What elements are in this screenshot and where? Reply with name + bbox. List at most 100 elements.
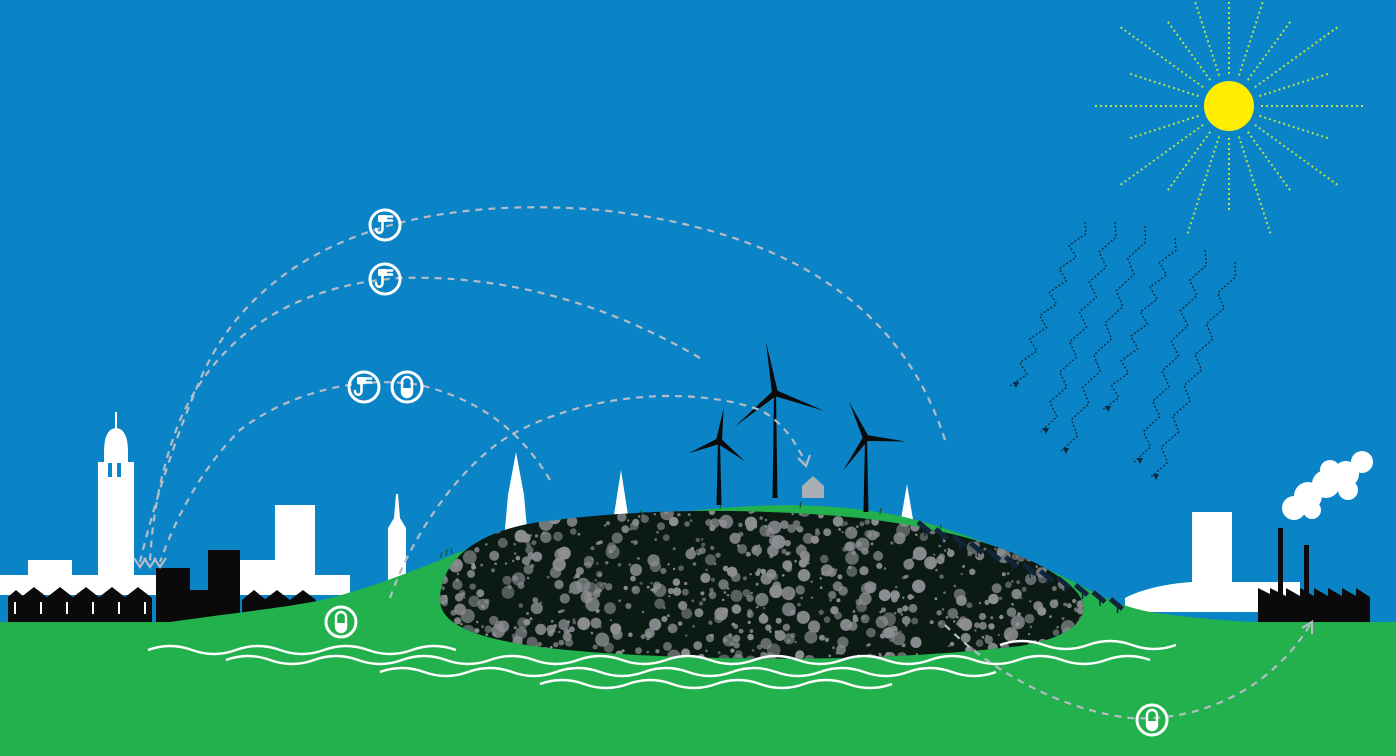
waste-stone — [566, 516, 578, 527]
waste-stone — [526, 576, 530, 580]
waste-stone — [894, 585, 898, 589]
heat-wave-arrow — [1153, 474, 1159, 480]
waste-stone — [577, 617, 591, 631]
waste-stone — [684, 581, 688, 586]
waste-stone — [749, 573, 752, 576]
waste-stone — [559, 609, 564, 613]
waste-stone — [769, 630, 772, 633]
waste-stone — [612, 629, 623, 640]
waste-stone — [749, 629, 754, 633]
tower — [98, 412, 134, 585]
waste-stone — [893, 532, 906, 545]
waste-stone — [915, 533, 918, 537]
waste-stone — [1011, 588, 1022, 600]
waste-stone — [764, 525, 768, 528]
waste-stone — [702, 597, 706, 602]
solar-panel — [933, 527, 950, 541]
sun-ray — [1128, 114, 1199, 140]
waste-stone — [517, 582, 525, 589]
waste-stone — [454, 603, 466, 616]
waste-stone — [772, 581, 781, 590]
turbine-blade — [765, 341, 778, 394]
waste-stone — [953, 584, 957, 588]
waste-stone — [901, 643, 906, 648]
waste-stone — [761, 612, 765, 616]
waste-stone — [698, 547, 706, 555]
waste-stone — [575, 577, 591, 593]
waste-stone — [1021, 586, 1027, 592]
turbine-blade — [773, 390, 824, 411]
waste-stone — [494, 562, 497, 565]
waste-stone — [846, 541, 856, 551]
waste-stone — [668, 516, 679, 527]
waste-stone — [803, 655, 815, 659]
waste-stone — [828, 654, 832, 658]
sun-ray — [1237, 136, 1272, 235]
waste-stone — [617, 562, 622, 567]
waste-stone — [757, 568, 761, 573]
waste-stone — [910, 636, 922, 649]
turbine-hub — [862, 434, 870, 442]
waste-stone — [819, 577, 822, 580]
waste-stone — [575, 567, 584, 575]
smoke-cloud — [1282, 451, 1373, 520]
waste-stone — [781, 548, 787, 554]
waste-stone — [627, 519, 630, 522]
waste-stone — [796, 610, 810, 624]
waste-stone — [1001, 572, 1006, 577]
waste-stone — [469, 583, 476, 590]
waste-stone — [710, 545, 715, 551]
waste-stone — [567, 620, 570, 624]
waste-stone — [890, 541, 894, 545]
waste-stone — [819, 586, 823, 589]
waste-stone — [824, 637, 830, 642]
waste-stone — [695, 537, 700, 543]
waste-stone — [721, 598, 725, 602]
waste-stone — [1072, 598, 1077, 604]
waste-stone — [660, 567, 667, 575]
waste-stone — [468, 595, 480, 607]
waste-stone — [760, 638, 772, 650]
waste-stone — [605, 561, 609, 565]
waste-stone — [667, 563, 670, 566]
waste-stone — [526, 542, 531, 548]
solar-panel — [1108, 597, 1125, 611]
solar-panel — [916, 520, 932, 534]
waste-stone — [526, 636, 538, 648]
waste-stone — [988, 623, 995, 630]
sun-ray — [1247, 20, 1292, 81]
waste-stone — [866, 585, 870, 589]
waste-stone — [484, 598, 490, 604]
waste-stone — [866, 627, 876, 638]
waste-stone — [810, 580, 813, 583]
waste-stone — [637, 557, 640, 560]
waste-stone — [708, 591, 717, 600]
waste-stone — [595, 581, 605, 591]
waste-stone — [782, 602, 796, 617]
chimney — [1304, 545, 1309, 600]
waste-stone — [810, 596, 814, 599]
waste-stone — [491, 568, 495, 573]
waste-stone — [770, 546, 773, 549]
flow-arc — [138, 206, 947, 563]
waste-stone — [637, 515, 641, 518]
waste-stone — [832, 516, 844, 527]
waste-stone — [738, 522, 743, 528]
waste-stone — [606, 521, 610, 526]
waste-stone — [912, 546, 927, 561]
waste-stone — [859, 521, 865, 527]
heat-wave-arrow — [1043, 428, 1049, 434]
waste-stone — [835, 568, 838, 571]
shed — [802, 476, 824, 498]
waste-stone — [1056, 625, 1059, 629]
waste-stone — [824, 529, 828, 533]
groundwater-waves — [147, 639, 1177, 690]
waste-stone — [861, 547, 869, 555]
waste-stone — [512, 575, 518, 581]
waste-stone — [808, 620, 821, 633]
waste-stone — [705, 568, 708, 572]
waste-stone — [881, 607, 886, 613]
waste-stone — [511, 633, 518, 640]
waste-stone — [794, 640, 797, 644]
waste-stone — [795, 585, 805, 595]
